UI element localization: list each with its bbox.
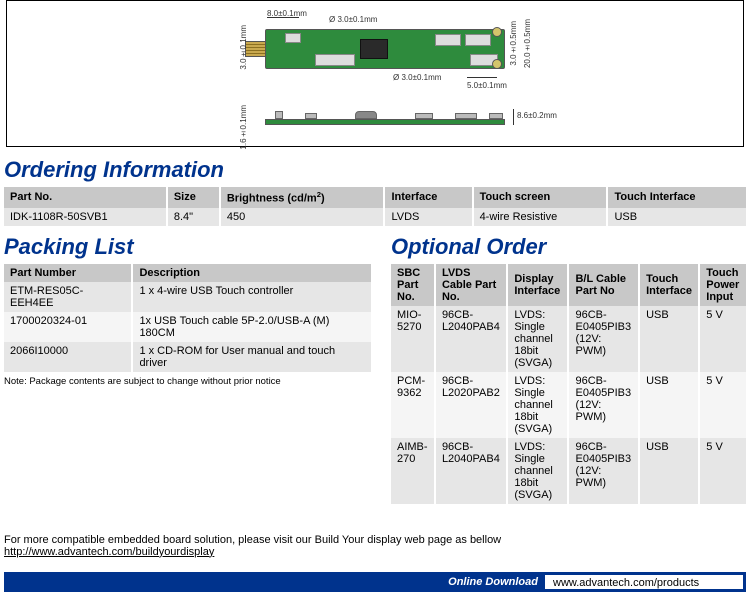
col-header: Touch Interface [607,187,746,208]
table-row: IDK-1108R-50SVB1 8.4" 450 LVDS 4-wire Re… [4,208,746,226]
table-row: 2066I10000 1 x CD-ROM for User manual an… [4,342,371,372]
table-row: ETM-RES05C-EEH4EE 1 x 4-wire USB Touch c… [4,282,371,312]
dim-label: 3.0±0.1mm [239,25,248,70]
col-header: LVDS Cable Part No. [435,264,507,306]
footer-label: Online Download [442,576,544,588]
pcb-top-view: 8.0±0.1mm Ø 3.0±0.1mm Ø 3.0±0.1mm 3.0±0.… [245,19,525,79]
table-row: AIMB-270 96CB-L2040PAB4 LVDS: Single cha… [391,438,746,504]
footer-url: www.advantech.com/products [544,574,744,590]
col-header: Description [132,264,371,282]
packing-note: Note: Package contents are subject to ch… [4,376,371,387]
dim-label: 5.0±0.1mm [467,81,507,90]
col-header: B/L Cable Part No [568,264,639,306]
col-header: Part Number [4,264,132,282]
col-header: Brightness (cd/m2) [220,187,385,208]
table-row: 1700020324-01 1x USB Touch cable 5P-2.0/… [4,312,371,342]
packing-list-heading: Packing List [4,234,371,260]
dim-label: 3.0±0.5mm [509,21,518,66]
footer-bar: Online Download www.advantech.com/produc… [4,572,746,592]
col-header: SBC Part No. [391,264,435,306]
table-row: PCM-9362 96CB-L2020PAB2 LVDS: Single cha… [391,372,746,438]
dim-label: Ø 3.0±0.1mm [329,15,377,24]
col-header: Touch Power Input [699,264,746,306]
dim-label: 1.6±0.1mm [239,105,248,150]
pcb-side-view: 1.6±0.1mm 8.6±0.2mm [245,107,525,133]
optional-order-heading: Optional Order [391,234,746,260]
packing-list-table: Part Number Description ETM-RES05C-EEH4E… [4,264,371,372]
col-header: Touch Interface [639,264,699,306]
col-header: Interface [384,187,472,208]
mechanical-diagram: 8.0±0.1mm Ø 3.0±0.1mm Ø 3.0±0.1mm 3.0±0.… [6,0,744,147]
col-header: Part No. [4,187,167,208]
dim-label: 8.6±0.2mm [517,111,557,120]
col-header: Touch screen [473,187,608,208]
compat-link[interactable]: http://www.advantech.com/buildyourdispla… [4,546,214,558]
compat-text: For more compatible embedded board solut… [4,534,746,546]
ordering-info-heading: Ordering Information [4,157,746,183]
col-header: Display Interface [507,264,568,306]
optional-order-table: SBC Part No. LVDS Cable Part No. Display… [391,264,746,504]
dim-label: 20.0±0.5mm [523,19,532,68]
table-row: MIO-5270 96CB-L2040PAB4 LVDS: Single cha… [391,306,746,372]
dim-label: Ø 3.0±0.1mm [393,73,441,82]
ordering-info-table: Part No. Size Brightness (cd/m2) Interfa… [4,187,746,226]
col-header: Size [167,187,220,208]
